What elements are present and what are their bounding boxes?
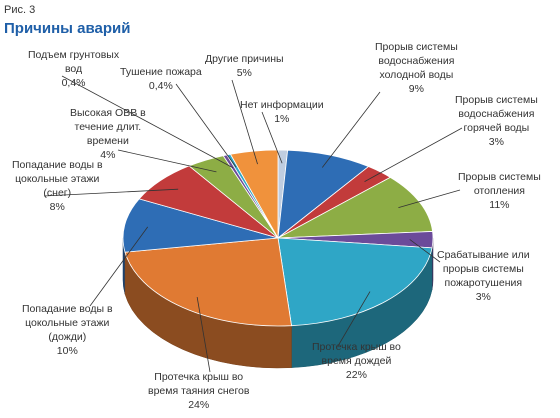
- slice-label-9: Попадание воды в цокольные этажи (снег) 8…: [12, 158, 103, 214]
- slice-name: Высокая ОВВ в течение длит. времени: [70, 107, 146, 147]
- slice-value: 5%: [236, 67, 252, 79]
- leader-line-10: [117, 149, 217, 173]
- slice-label-6: Протечка крыш во время дождей 22%: [312, 340, 401, 382]
- pie-top: [122, 149, 434, 327]
- slice-label-10: Высокая ОВВ в течение длит. времени 4%: [70, 106, 146, 162]
- pie-leader-lines: [43, 75, 463, 373]
- slice-name: Прорыв системы водоснабжения холодной во…: [375, 41, 458, 81]
- figure-label: Рис. 3: [4, 4, 36, 16]
- slice-name: Нет информации: [240, 99, 324, 111]
- slice-label-4: Прорыв системы отопления 11%: [458, 170, 541, 212]
- leader-line-13: [231, 79, 258, 165]
- slice-name: Срабатывание или прорыв системы пожароту…: [437, 249, 530, 289]
- slice-label-3: Прорыв системы водоснабжения горячей вод…: [455, 93, 538, 149]
- leader-line-12: [175, 83, 237, 168]
- slice-label-7: Протечка крыш во время таяния снегов 24%: [148, 370, 249, 412]
- slice-value: 0,4%: [61, 77, 86, 89]
- slice-name: Попадание воды в цокольные этажи (снег): [12, 159, 103, 199]
- slice-name: Тушение пожара: [120, 66, 202, 78]
- leader-line-9: [43, 188, 179, 197]
- leader-line-1: [261, 111, 283, 164]
- slice-label-13: Другие причины 5%: [205, 52, 284, 80]
- leader-line-6: [337, 291, 371, 347]
- slice-name: Протечка крыш во время дождей: [312, 341, 401, 367]
- slice-value: 1%: [274, 113, 290, 125]
- leader-line-2: [321, 91, 381, 168]
- slice-label-11: Подъем грунтовых вод 0,4%: [28, 48, 119, 90]
- pie-slice-6: [277, 237, 433, 327]
- leader-line-3: [364, 127, 463, 182]
- slice-name: Прорыв системы водоснабжения горячей вод…: [455, 94, 538, 134]
- leader-line-5: [409, 239, 441, 263]
- slice-value: 22%: [345, 369, 367, 381]
- slice-value: 10%: [56, 345, 78, 357]
- slice-value: 11%: [489, 199, 510, 211]
- pie-slice-8: [122, 198, 279, 253]
- slice-name: Подъем грунтовых вод: [28, 49, 120, 75]
- chart-title: Причины аварий: [4, 20, 131, 37]
- pie-slice-4: [277, 176, 434, 239]
- slice-label-1: Нет информации 1%: [240, 98, 324, 126]
- slice-value: 0,4%: [148, 80, 173, 92]
- slice-name: Попадание воды в цокольные этажи (дожди): [22, 303, 113, 343]
- slice-name: Прорыв системы отопления: [458, 171, 541, 197]
- pie-slice-2: [277, 149, 370, 239]
- slice-value: 9%: [408, 83, 424, 95]
- slice-label-5: Срабатывание или прорыв системы пожароту…: [437, 248, 530, 304]
- slice-name: Другие причины: [205, 53, 284, 65]
- slice-label-8: Попадание воды в цокольные этажи (дожди)…: [22, 302, 113, 358]
- slice-name: Протечка крыш во время таяния снегов: [148, 371, 250, 397]
- slice-label-2: Прорыв системы водоснабжения холодной во…: [375, 40, 458, 96]
- leader-line-7: [196, 296, 211, 373]
- leader-line-4: [398, 189, 461, 209]
- slice-value: 3%: [475, 291, 491, 303]
- slice-value: 24%: [188, 399, 210, 411]
- slice-value: 3%: [488, 136, 504, 148]
- leader-line-11: [61, 75, 234, 169]
- leader-line-8: [89, 226, 149, 307]
- pie-slice-7: [124, 237, 292, 327]
- slice-label-12: Тушение пожара 0,4%: [120, 65, 202, 93]
- slice-value: 8%: [49, 201, 65, 213]
- slice-value: 4%: [100, 149, 116, 161]
